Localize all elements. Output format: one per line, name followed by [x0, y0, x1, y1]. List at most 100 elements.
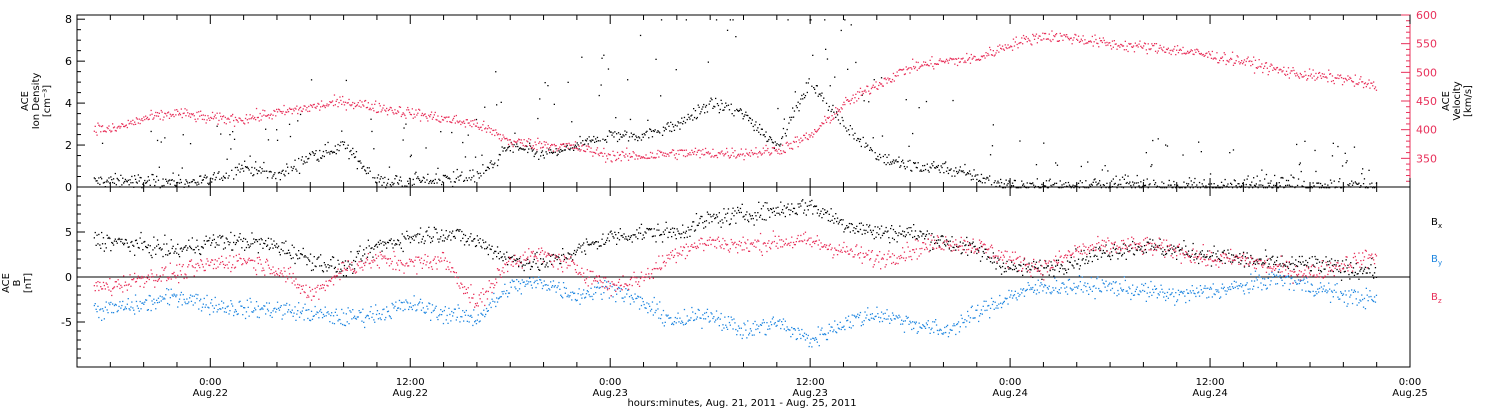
bx-series-point: [1353, 274, 1356, 276]
density-series-point: [1030, 183, 1032, 185]
bx-series-point: [660, 234, 662, 236]
velocity-series-point: [754, 152, 756, 155]
velocity-series-point: [1070, 37, 1072, 39]
velocity-series-point: [647, 157, 649, 159]
by-series-point: [405, 299, 407, 301]
velocity-series-point: [939, 58, 941, 60]
density-series-point: [1094, 178, 1096, 180]
density-series-point: [512, 151, 514, 153]
density-series-point: [383, 181, 385, 184]
velocity-series-point: [858, 91, 861, 93]
velocity-series-point: [1006, 47, 1008, 50]
by-series-point: [285, 304, 287, 306]
density-series-point: [902, 159, 904, 161]
bx-series-point: [762, 205, 764, 207]
velocity-series-point: [1051, 30, 1053, 32]
velocity-series-point: [1365, 86, 1367, 88]
velocity-series-point: [991, 54, 994, 56]
density-series-point: [983, 177, 985, 179]
bx-series-point: [1160, 248, 1162, 250]
bx-series-point: [548, 253, 550, 255]
bx-series-point: [1334, 259, 1336, 262]
density-series-point: [1241, 185, 1243, 187]
velocity-series-point: [94, 125, 96, 127]
density-series-point: [571, 121, 573, 123]
velocity-series-point: [531, 147, 533, 149]
by-series-point: [127, 298, 129, 300]
bx-series-point: [237, 240, 239, 242]
density-series-point: [899, 166, 901, 168]
density-series-point: [1138, 185, 1140, 187]
bx-series-point: [617, 232, 620, 234]
by-series-point: [705, 311, 708, 314]
velocity-series-point: [1174, 45, 1176, 48]
velocity-series-point: [839, 111, 841, 113]
density-series-point: [792, 107, 794, 109]
density-series-point: [380, 176, 382, 178]
bx-series-point: [922, 233, 924, 235]
density-series-point: [361, 167, 363, 169]
bx-series-point: [780, 201, 782, 203]
by-series-point: [699, 317, 701, 319]
density-series-point: [303, 160, 305, 162]
bx-series-point: [891, 237, 894, 239]
velocity-series-point: [741, 154, 743, 156]
bx-series-point: [273, 240, 275, 242]
by-series-point: [684, 323, 687, 325]
bx-series-point: [231, 249, 233, 251]
velocity-series-point: [156, 112, 159, 114]
density-series-point: [304, 162, 306, 164]
bx-series-point: [1020, 265, 1022, 267]
density-series-point: [796, 106, 798, 109]
density-series-point: [329, 153, 331, 155]
bx-series-point: [809, 200, 811, 203]
bx-series-point: [816, 212, 818, 214]
velocity-series-point: [1261, 63, 1263, 65]
density-series-point: [629, 118, 632, 121]
velocity-series-point: [1235, 60, 1237, 62]
by-series-point: [496, 301, 499, 303]
by-series-point: [300, 312, 303, 315]
velocity-series-point: [1029, 40, 1031, 42]
velocity-series-point: [471, 126, 473, 128]
by-series-point: [130, 306, 132, 308]
bx-series-point: [159, 247, 161, 249]
bx-series-point: [320, 254, 322, 256]
density-series-point: [284, 175, 286, 177]
density-series-point: [638, 136, 640, 138]
density-series-point: [628, 136, 631, 138]
bx-series-point: [344, 260, 347, 262]
bx-series-point: [266, 245, 268, 247]
velocity-series-point: [747, 153, 749, 155]
density-series-point: [1329, 187, 1331, 189]
by-series-point: [185, 303, 187, 305]
density-series-point: [101, 178, 103, 180]
velocity-series-point: [309, 104, 312, 106]
by-series-point: [335, 308, 337, 310]
density-series-point: [584, 143, 586, 145]
velocity-series-point: [606, 158, 609, 160]
by-series-point: [727, 316, 730, 318]
density-series-point: [175, 185, 177, 187]
bx-series-point: [907, 231, 909, 234]
density-series-point: [794, 91, 796, 93]
density-series-point: [743, 115, 745, 118]
velocity-series-point: [430, 114, 432, 116]
bx-series-point: [110, 250, 112, 252]
density-series-point: [595, 138, 597, 140]
bx-series-point: [932, 248, 934, 250]
velocity-series-point: [506, 137, 508, 140]
velocity-series-point: [1159, 44, 1161, 47]
velocity-series-point: [974, 56, 976, 58]
bx-series-point: [465, 241, 467, 243]
bx-series-point: [403, 235, 405, 238]
by-series-point: [565, 287, 567, 289]
density-series-point: [179, 178, 182, 181]
density-series-point: [693, 108, 695, 110]
by-series-point: [569, 295, 571, 297]
density-series-point: [1340, 187, 1343, 189]
bx-series-point: [552, 253, 555, 256]
bx-series-point: [919, 230, 921, 232]
velocity-series-point: [915, 61, 917, 63]
velocity-series-point: [1146, 53, 1148, 55]
